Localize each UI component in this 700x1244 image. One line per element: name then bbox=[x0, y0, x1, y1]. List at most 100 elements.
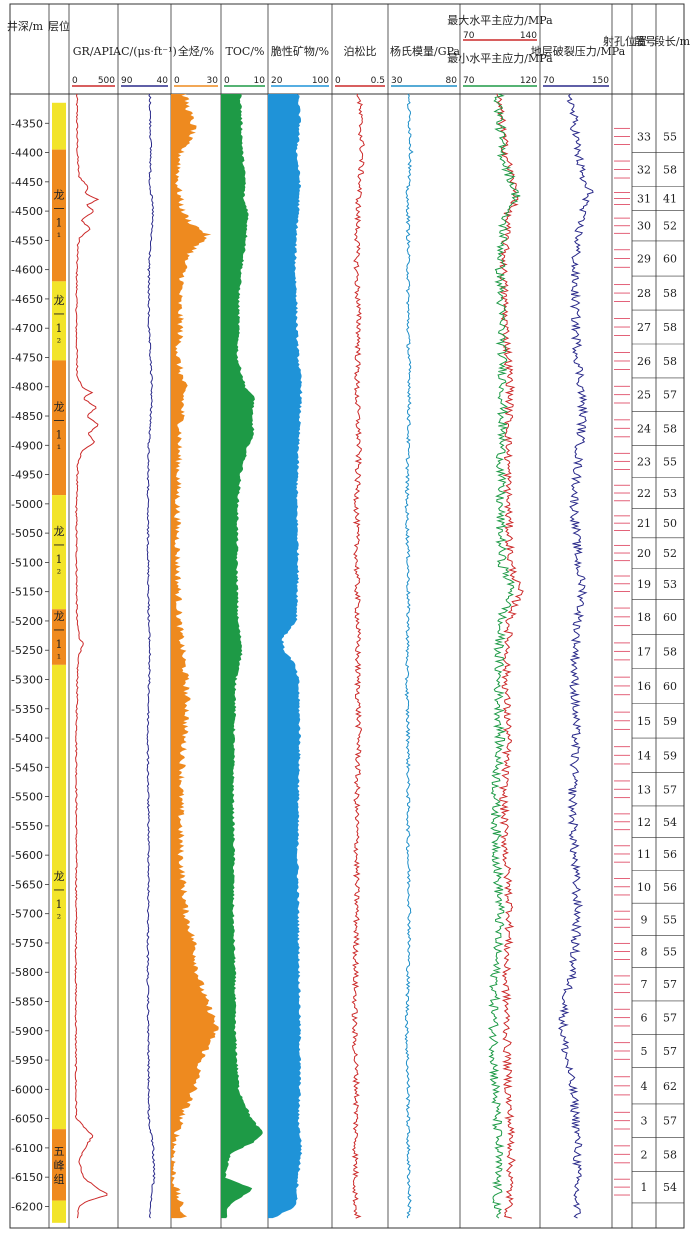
layer-label-char: 1 bbox=[56, 898, 63, 911]
stage-number: 28 bbox=[637, 287, 651, 300]
stage-number: 18 bbox=[637, 611, 651, 624]
ac-header: AC/(μs·ft⁻¹) bbox=[112, 45, 177, 58]
stage-number: 27 bbox=[637, 321, 651, 334]
stage-number: 2 bbox=[641, 1148, 648, 1161]
layer-label-char: 一 bbox=[54, 202, 65, 215]
frac-scale-min: 70 bbox=[543, 76, 555, 86]
brittle-scale-max: 100 bbox=[312, 76, 329, 86]
hc-scale-min: 0 bbox=[174, 76, 180, 86]
stage-number: 10 bbox=[637, 881, 651, 894]
outer-border bbox=[9, 3, 685, 1229]
stage-length: 57 bbox=[663, 783, 677, 796]
depth-label: -4850 bbox=[11, 410, 43, 423]
stage-length: 53 bbox=[663, 487, 677, 500]
layer-band bbox=[52, 609, 66, 665]
toc-header: TOC/% bbox=[226, 45, 265, 58]
ac-scale-max: 40 bbox=[157, 76, 169, 86]
stage-length: 56 bbox=[663, 848, 677, 861]
stage-length: 53 bbox=[663, 578, 677, 591]
depth-header: 井深/m bbox=[7, 19, 44, 33]
shmin-scale-min: 70 bbox=[463, 76, 475, 86]
depth-label: -4800 bbox=[11, 381, 43, 394]
stage-number: 14 bbox=[637, 749, 651, 762]
stage-length: 60 bbox=[663, 680, 677, 693]
depth-label: -5250 bbox=[11, 644, 43, 657]
depth-label: -5050 bbox=[11, 527, 43, 540]
toc-scale-min: 0 bbox=[224, 76, 230, 86]
gr-scale-min: 0 bbox=[72, 76, 78, 86]
stage-number: 26 bbox=[637, 355, 651, 368]
stage-number: 32 bbox=[637, 164, 651, 177]
layer-label-char: ² bbox=[57, 912, 61, 925]
depth-label: -5150 bbox=[11, 586, 43, 599]
depth-label: -5900 bbox=[11, 1025, 43, 1038]
stage-number: 13 bbox=[637, 783, 651, 796]
stage-length: 55 bbox=[663, 130, 677, 143]
young-curve bbox=[404, 93, 414, 1219]
stage-number: 17 bbox=[637, 645, 651, 658]
shmin-scale-max: 120 bbox=[520, 76, 537, 86]
layer-band bbox=[52, 664, 66, 1130]
layer-label-char: ¹ bbox=[57, 652, 61, 665]
stage-length: 57 bbox=[663, 1045, 677, 1058]
stage-number: 31 bbox=[637, 193, 651, 206]
depth-label: -4350 bbox=[11, 117, 43, 130]
stage-number: 7 bbox=[641, 978, 648, 991]
stage-number: 29 bbox=[637, 253, 651, 266]
stage-number: 30 bbox=[637, 220, 651, 233]
depth-label: -5650 bbox=[11, 878, 43, 891]
stage-length: 62 bbox=[663, 1080, 677, 1093]
stage-number: 5 bbox=[641, 1045, 648, 1058]
frac-header: 地层破裂压力/MPa bbox=[531, 44, 626, 58]
stage-length: 52 bbox=[663, 220, 677, 233]
depth-label: -4450 bbox=[11, 176, 43, 189]
layer-label-char: 组 bbox=[54, 1172, 65, 1186]
stage-length: 57 bbox=[663, 978, 677, 991]
stage-number: 3 bbox=[641, 1115, 648, 1128]
stage-number: 16 bbox=[637, 680, 651, 693]
depth-label: -5450 bbox=[11, 761, 43, 774]
stage-length: 58 bbox=[663, 422, 677, 435]
layer-label-char: 龙 bbox=[54, 525, 65, 538]
layer-band bbox=[52, 149, 66, 282]
layer-label-char: ¹ bbox=[57, 230, 61, 243]
depth-label: -5700 bbox=[11, 908, 43, 921]
stage-length: 60 bbox=[663, 611, 677, 624]
depth-label: -5100 bbox=[11, 556, 43, 569]
stage-length: 58 bbox=[663, 287, 677, 300]
layer-band bbox=[52, 1129, 66, 1201]
layer-label-char: 一 bbox=[54, 415, 65, 428]
depth-label: -4700 bbox=[11, 322, 43, 335]
stage-number: 33 bbox=[637, 130, 651, 143]
stage-length: 50 bbox=[663, 517, 677, 530]
young-header: 杨氏模量/GPa bbox=[390, 44, 460, 58]
stage-length: 57 bbox=[663, 1115, 677, 1128]
layer-label-char: 龙 bbox=[54, 610, 65, 623]
poisson-scale-max: 0.5 bbox=[371, 76, 385, 86]
depth-label: -6050 bbox=[11, 1113, 43, 1126]
depth-label: -5800 bbox=[11, 966, 43, 979]
young-scale-min: 30 bbox=[391, 76, 403, 86]
depth-label: -5350 bbox=[11, 703, 43, 716]
layer-band bbox=[52, 1200, 66, 1223]
shmax-scale-max: 140 bbox=[520, 31, 537, 41]
depth-label: -6100 bbox=[11, 1142, 43, 1155]
gr-header: GR/API bbox=[73, 45, 113, 58]
stage-number: 23 bbox=[637, 455, 651, 468]
stage-length: 54 bbox=[663, 1181, 677, 1194]
stage-length: 58 bbox=[663, 321, 677, 334]
stage-length: 55 bbox=[663, 455, 677, 468]
track-headers: 井深/m 层位 GR/API AC/(μs·ft⁻¹) 全烃/% TOC/% 脆… bbox=[7, 13, 691, 65]
depth-label: -5550 bbox=[11, 820, 43, 833]
brittle-scale-min: 20 bbox=[271, 76, 283, 86]
hc-scale-max: 30 bbox=[207, 76, 219, 86]
ac-curve bbox=[146, 93, 156, 1219]
stage-no-header: 段号 bbox=[634, 34, 656, 48]
stage-length: 58 bbox=[663, 1148, 677, 1161]
depth-label: -5000 bbox=[11, 498, 43, 511]
stage-length: 58 bbox=[663, 645, 677, 658]
stage-len-header: 段长/m bbox=[654, 34, 691, 48]
depth-label: -4650 bbox=[11, 293, 43, 306]
